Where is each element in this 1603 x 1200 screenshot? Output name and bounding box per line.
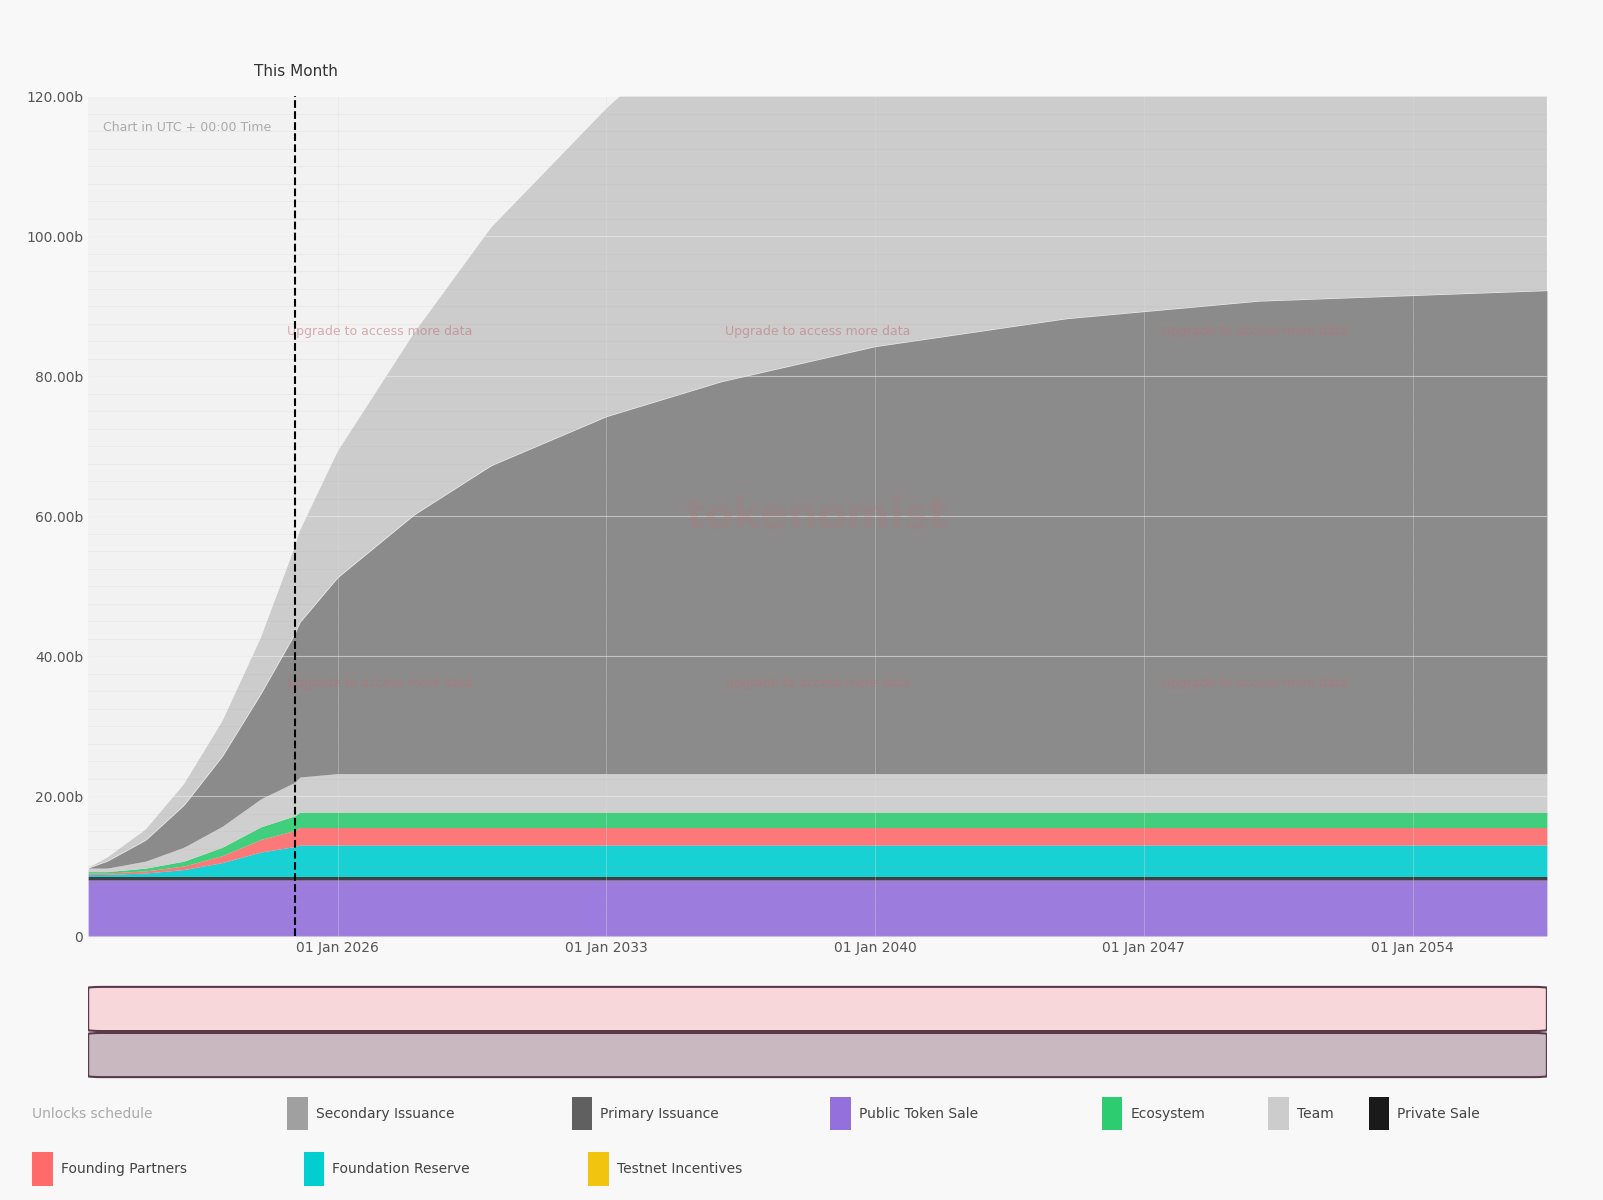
Bar <box>1369 1097 1390 1130</box>
Text: Team: Team <box>1297 1106 1334 1121</box>
Text: Upgrade to access more data: Upgrade to access more data <box>725 678 911 690</box>
Text: Unlocks schedule: Unlocks schedule <box>32 1106 152 1121</box>
Text: Upgrade to access more data: Upgrade to access more data <box>287 325 473 337</box>
Text: Upgrade to access more data: Upgrade to access more data <box>287 678 473 690</box>
Bar <box>1268 1097 1289 1130</box>
Text: Chart in UTC + 00:00 Time: Chart in UTC + 00:00 Time <box>103 121 271 134</box>
Text: tokenomist: tokenomist <box>686 494 949 538</box>
Text: Ecosystem: Ecosystem <box>1130 1106 1205 1121</box>
Text: Secondary Issuance: Secondary Issuance <box>316 1106 454 1121</box>
Bar <box>830 1097 851 1130</box>
FancyBboxPatch shape <box>88 1033 1547 1078</box>
Bar <box>303 1152 324 1186</box>
Text: Upgrade to access more data: Upgrade to access more data <box>1162 325 1348 337</box>
Text: Public Token Sale: Public Token Sale <box>859 1106 978 1121</box>
Text: Primary Issuance: Primary Issuance <box>601 1106 720 1121</box>
Bar <box>572 1097 593 1130</box>
Text: Founding Partners: Founding Partners <box>61 1162 188 1176</box>
Text: Testnet Incentives: Testnet Incentives <box>617 1162 742 1176</box>
FancyBboxPatch shape <box>88 986 1547 1031</box>
Text: Private Sale: Private Sale <box>1398 1106 1480 1121</box>
Text: Upgrade to access more data: Upgrade to access more data <box>1162 678 1348 690</box>
Text: Upgrade to access more data: Upgrade to access more data <box>725 325 911 337</box>
Bar <box>1101 1097 1122 1130</box>
Text: This Month: This Month <box>253 64 337 79</box>
Text: Foundation Reserve: Foundation Reserve <box>332 1162 470 1176</box>
Bar <box>588 1152 609 1186</box>
Bar <box>32 1152 53 1186</box>
Bar <box>287 1097 308 1130</box>
